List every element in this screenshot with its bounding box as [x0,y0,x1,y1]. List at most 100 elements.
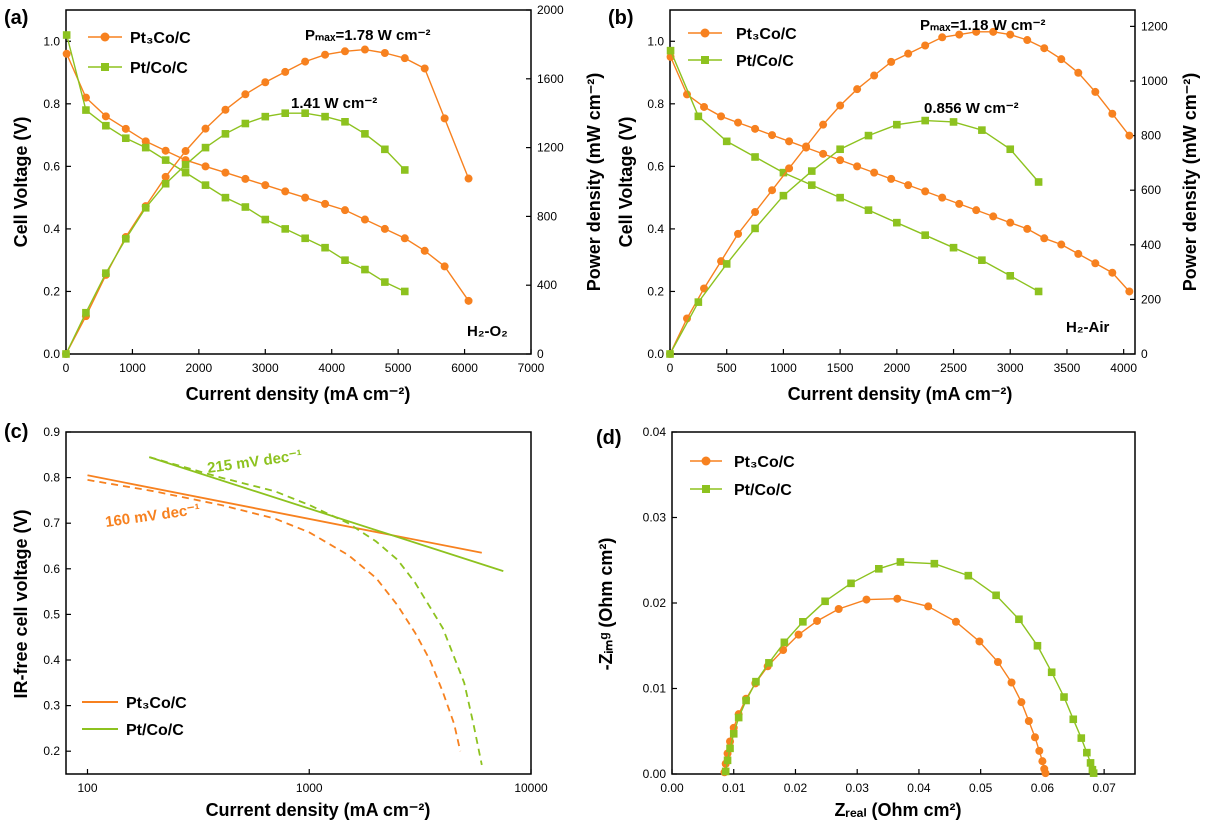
y-tick-label: 0.04 [643,425,667,439]
panel-b-ylabel: Cell Voltage (V) [616,117,636,248]
data-point [836,101,845,110]
data-point [921,231,929,239]
y-tick-label: 0.02 [643,596,667,610]
data-point [989,27,998,36]
data-point [341,206,349,215]
data-point [921,116,929,125]
data-point [887,57,896,66]
data-point [1041,769,1050,778]
data-point [752,677,760,686]
panel-a-gas-annotation: H₂-O₂ [467,323,508,340]
data-point [420,246,429,255]
y2-tick-label: 1000 [1141,74,1168,88]
series-line-0 [723,597,1047,774]
y-tick-label: 0.8 [43,97,60,111]
data-point [989,212,998,221]
x-tick-label: 0.07 [1092,781,1116,795]
data-point [1069,715,1078,724]
data-point [241,203,250,211]
data-point [1108,268,1117,277]
panel-c-label: (c) [4,421,28,443]
y-tick-label: 0.4 [647,222,664,236]
data-point [1057,240,1066,249]
panel-b-label: (b) [608,7,634,29]
legend-label-pt3co: Pt₃Co/C [736,26,797,43]
data-point [1030,733,1039,742]
x-tick-label: 6000 [451,361,478,375]
series-line-2 [65,48,470,355]
data-point [102,269,110,277]
data-point [1034,178,1043,186]
data-point [751,124,760,133]
y-tick-label: 0.8 [647,97,664,111]
series-line-1 [725,561,1095,774]
data-point [321,199,330,208]
y2-tick-label: 200 [1141,292,1161,306]
legend-label-ptco: Pt/Co/C [736,53,794,70]
data-point [440,262,449,271]
data-point [301,234,309,243]
panel-b-ptco-peak-annotation: 0.856 W cm⁻² [924,100,1019,117]
y2-tick-label: 1200 [537,141,564,155]
panel-b-legend: Pt₃Co/C Pt/Co/C [688,26,797,70]
data-point [779,191,788,200]
y2-tick-label: 400 [537,278,557,292]
panel-a-ylabel: Cell Voltage (V) [11,117,31,248]
x-tick-label: 3000 [252,361,279,375]
data-point [802,142,811,151]
data-point [181,147,190,156]
data-point [751,208,760,217]
data-point [381,278,389,286]
x-tick-label: 0.01 [722,781,746,795]
x-tick-label: 5000 [385,361,412,375]
panel-d-y-ticks: 0.00 0.01 0.02 0.03 0.04 [643,425,677,781]
y-tick-label: 0.9 [43,425,60,439]
data-point [141,204,150,212]
data-point [870,168,879,177]
data-point [893,594,902,603]
x-tick-label: 1000 [119,361,146,375]
x-tick-label: 100 [77,781,97,795]
y-tick-label: 0.4 [43,653,60,667]
data-point [921,41,930,50]
x-tick-label: 0.05 [969,781,993,795]
data-point [1057,55,1066,64]
data-point [1074,249,1083,258]
y2-tick-label: 1200 [1141,19,1168,33]
data-point [779,168,788,177]
data-point [921,187,930,196]
series-line-0 [669,56,1130,292]
series-line-3 [669,119,1040,355]
panel-a-y2label: Power density (mW cm⁻²) [584,73,604,292]
x-tick-label: 0.02 [784,781,808,795]
data-point [751,224,759,233]
data-point [717,112,726,121]
data-point [1038,757,1047,766]
y-tick-label: 0.2 [647,284,664,298]
data-point [1033,641,1042,650]
y2-tick-label: 0 [537,347,544,361]
data-point [141,137,150,146]
data-point [464,174,473,183]
series-line-2 [669,31,1130,355]
panel-d-label: (d) [596,427,622,449]
y-tick-label: 0.8 [43,471,60,485]
y2-tick-label: 800 [1141,129,1161,143]
data-point [261,181,270,190]
panel-d-plot-area [720,558,1098,778]
x-tick-label: 2000 [186,361,213,375]
panel-c-x-ticks: 100 1000 10000 [77,769,548,795]
data-point [896,558,905,566]
data-point [768,131,777,140]
data-point [181,161,190,169]
data-point [694,298,703,306]
data-point [1015,615,1023,624]
data-point [361,265,369,274]
legend-label-pt3co: Pt₃Co/C [126,695,187,712]
data-point [972,206,981,215]
data-point [992,591,1000,600]
panel-a-ptco-peak-annotation: 1.41 W cm⁻² [291,95,377,112]
data-point [341,256,349,264]
panel-b-plot-area [666,27,1134,358]
